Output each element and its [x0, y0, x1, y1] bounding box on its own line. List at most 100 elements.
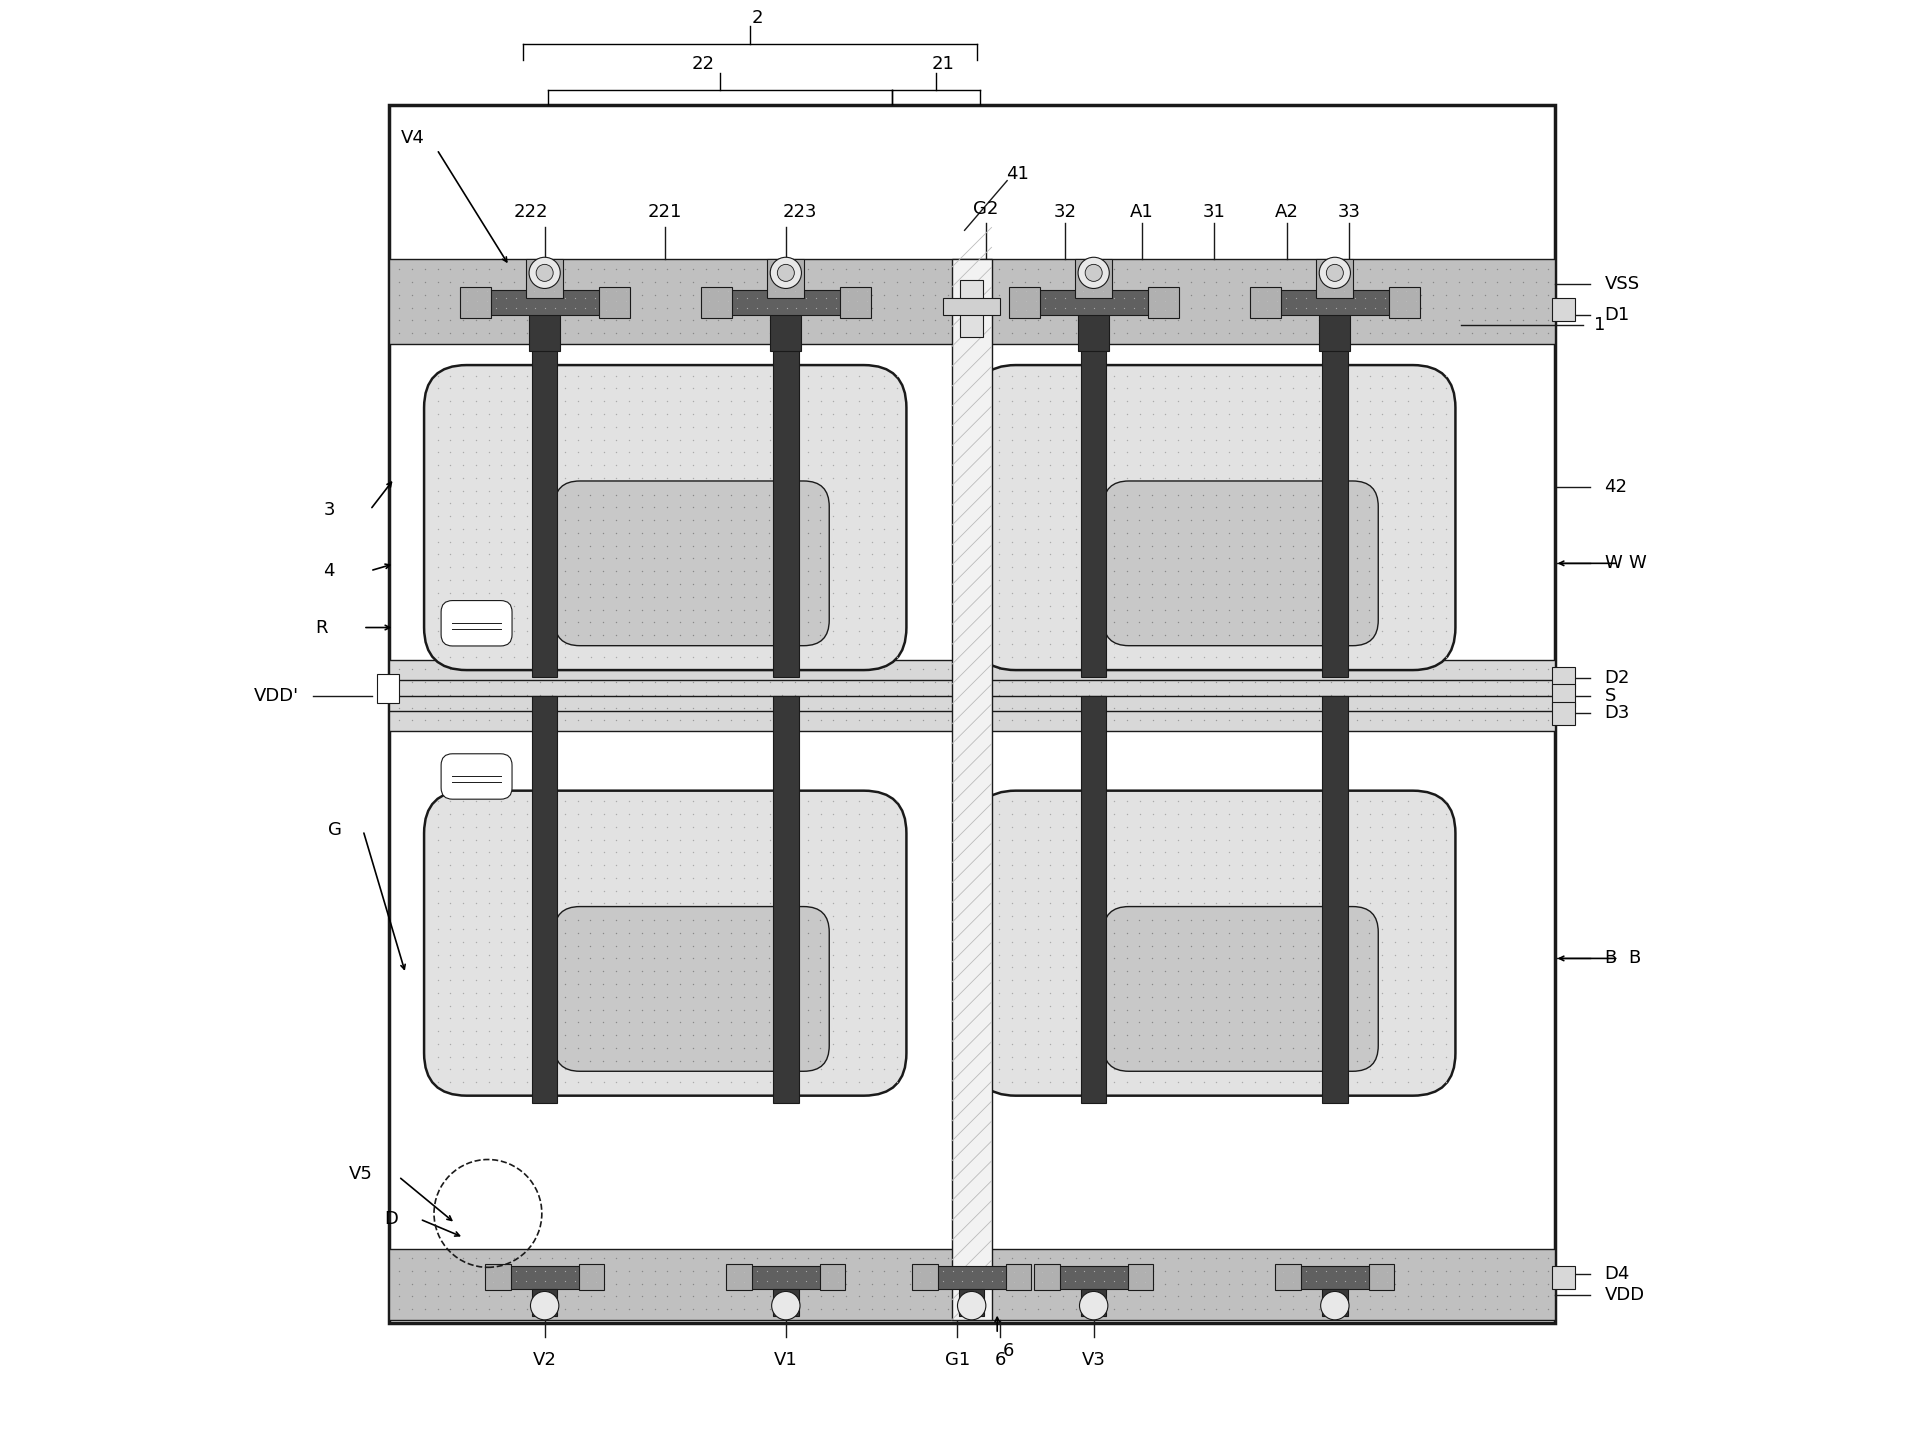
Point — [761, 1269, 792, 1292]
Point — [997, 829, 1028, 852]
Point — [728, 536, 759, 559]
Point — [1150, 1010, 1180, 1032]
Point — [537, 1226, 568, 1249]
Point — [1405, 574, 1435, 597]
Point — [1443, 638, 1474, 661]
Point — [498, 1035, 529, 1058]
Point — [1393, 600, 1424, 623]
Point — [473, 1020, 504, 1043]
Point — [1111, 959, 1142, 982]
Point — [1010, 299, 1041, 322]
Point — [576, 482, 607, 505]
Point — [1354, 767, 1385, 790]
Point — [1482, 485, 1513, 508]
Point — [1163, 1259, 1194, 1282]
Point — [1036, 829, 1066, 852]
Point — [1432, 1137, 1463, 1160]
Point — [1238, 595, 1269, 617]
Point — [690, 671, 721, 694]
Point — [728, 1298, 759, 1321]
Point — [869, 819, 900, 841]
Point — [983, 1189, 1014, 1212]
Point — [1432, 345, 1463, 368]
Point — [1405, 1259, 1435, 1282]
Point — [551, 595, 582, 617]
Point — [1316, 625, 1347, 648]
Point — [881, 780, 912, 803]
Point — [945, 1213, 976, 1236]
Point — [1432, 671, 1463, 694]
Point — [587, 370, 618, 393]
Point — [1213, 790, 1244, 813]
Point — [817, 671, 848, 694]
Point — [1099, 595, 1130, 617]
Point — [703, 1111, 734, 1134]
Point — [1302, 382, 1333, 405]
Point — [651, 358, 682, 381]
Point — [512, 671, 543, 694]
Point — [920, 421, 951, 444]
Point — [767, 1213, 798, 1236]
Point — [1188, 780, 1219, 803]
Point — [1163, 1037, 1194, 1060]
Point — [690, 434, 721, 457]
Point — [703, 645, 734, 668]
Point — [1086, 790, 1117, 813]
Point — [881, 309, 912, 332]
Point — [792, 1024, 823, 1047]
Point — [1379, 365, 1410, 388]
Point — [742, 959, 773, 982]
Point — [537, 790, 568, 813]
Point — [1418, 283, 1449, 306]
Point — [1368, 309, 1399, 332]
Point — [753, 587, 784, 610]
Point — [881, 595, 912, 617]
Point — [396, 1124, 427, 1147]
Point — [690, 909, 721, 932]
Point — [1252, 931, 1283, 954]
Point — [1047, 382, 1078, 405]
Point — [473, 574, 504, 597]
Point — [1202, 395, 1233, 418]
Point — [753, 968, 784, 991]
Point — [421, 1111, 452, 1134]
Point — [1354, 1061, 1385, 1084]
Bar — [958, 1288, 985, 1315]
Point — [665, 587, 696, 610]
Point — [753, 946, 784, 969]
Point — [1124, 270, 1155, 293]
Point — [524, 671, 554, 694]
Point — [1520, 696, 1551, 719]
Point — [665, 905, 696, 928]
Point — [601, 853, 632, 876]
Point — [1086, 402, 1117, 425]
Point — [587, 1032, 618, 1055]
Point — [1047, 587, 1078, 610]
Point — [1202, 549, 1233, 572]
Point — [1150, 586, 1180, 609]
Point — [1074, 510, 1105, 533]
Point — [997, 984, 1028, 1007]
Point — [831, 1045, 862, 1068]
Point — [1074, 959, 1105, 982]
Point — [1150, 816, 1180, 839]
Point — [1213, 841, 1244, 864]
Point — [1316, 569, 1347, 592]
Point — [639, 573, 670, 596]
Point — [937, 1259, 968, 1282]
Point — [933, 658, 964, 681]
Point — [831, 946, 862, 969]
Point — [626, 1035, 657, 1058]
Point — [759, 279, 790, 302]
Point — [524, 1298, 554, 1321]
Point — [753, 623, 784, 646]
Point — [1405, 1285, 1435, 1308]
Point — [601, 806, 632, 829]
Point — [753, 595, 784, 617]
Point — [639, 1011, 670, 1034]
Point — [933, 1246, 964, 1269]
Point — [1252, 480, 1283, 503]
Point — [1188, 1058, 1219, 1081]
Point — [1111, 595, 1142, 617]
Point — [1036, 493, 1066, 516]
